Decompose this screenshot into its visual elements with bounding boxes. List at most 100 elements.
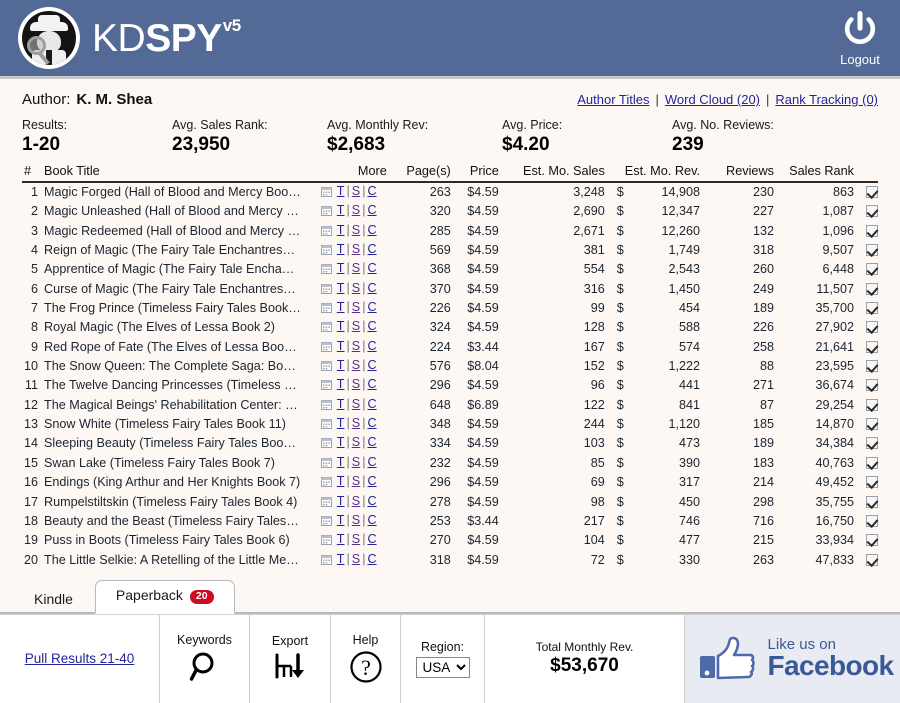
row-more-actions[interactable]: T | S | C <box>317 318 393 337</box>
help-button[interactable]: Help ? <box>331 614 401 703</box>
row-book-title[interactable]: Royal Magic (The Elves of Lessa Book 2) <box>44 320 275 335</box>
row-link-t[interactable]: T <box>336 396 345 411</box>
row-checkbox[interactable] <box>866 553 878 566</box>
row-checkbox[interactable] <box>866 224 878 237</box>
table-row[interactable]: 1 Magic Forged (Hall of Blood and Mercy B… <box>22 182 878 202</box>
row-link-t[interactable]: T <box>336 416 345 431</box>
row-link-c[interactable]: C <box>367 416 377 431</box>
col-header-price[interactable]: Price <box>450 162 499 183</box>
row-checkbox[interactable] <box>866 282 878 295</box>
col-header-reviews[interactable]: Reviews <box>700 162 774 183</box>
row-checkbox[interactable] <box>866 340 878 353</box>
row-book-title[interactable]: Puss in Boots (Timeless Fairy Tales Book… <box>44 533 290 548</box>
row-checkbox[interactable] <box>866 534 878 547</box>
row-link-t[interactable]: T <box>336 280 345 295</box>
row-checkbox[interactable] <box>866 418 878 431</box>
row-checkbox-cell[interactable] <box>854 299 878 318</box>
row-link-c[interactable]: C <box>367 454 377 469</box>
row-link-c[interactable]: C <box>367 280 377 295</box>
row-link-t[interactable]: T <box>336 203 345 218</box>
row-checkbox[interactable] <box>866 360 878 373</box>
row-checkbox-cell[interactable] <box>854 434 878 453</box>
table-row[interactable]: 11 The Twelve Dancing Princesses (Timeles… <box>22 376 878 395</box>
row-checkbox[interactable] <box>866 186 878 198</box>
table-row[interactable]: 12 The Magical Beings' Rehabilitation Cen… <box>22 396 878 415</box>
col-header-sales[interactable]: Est. Mo. Sales <box>498 162 605 183</box>
row-link-t[interactable]: T <box>336 377 345 392</box>
table-row[interactable]: 8 Royal Magic (The Elves of Lessa Book 2)… <box>22 318 878 337</box>
row-link-t[interactable]: T <box>336 300 345 315</box>
row-link-c[interactable]: C <box>367 242 377 257</box>
row-checkbox-cell[interactable] <box>854 396 878 415</box>
calendar-icon[interactable] <box>320 398 332 415</box>
row-checkbox[interactable] <box>866 263 878 276</box>
row-link-c[interactable]: C <box>367 261 377 276</box>
row-link-s[interactable]: S <box>351 454 361 469</box>
row-more-actions[interactable]: T | S | C <box>317 338 393 357</box>
row-link-s[interactable]: S <box>351 242 361 257</box>
row-checkbox-cell[interactable] <box>854 318 878 337</box>
row-link-c[interactable]: C <box>367 474 377 489</box>
row-more-actions[interactable]: T | S | C <box>317 493 393 512</box>
row-link-c[interactable]: C <box>367 396 377 411</box>
row-link-s[interactable]: S <box>351 184 361 198</box>
row-link-s[interactable]: S <box>351 358 361 373</box>
row-link-c[interactable]: C <box>367 493 377 508</box>
row-checkbox-cell[interactable] <box>854 280 878 299</box>
row-checkbox-cell[interactable] <box>854 357 878 376</box>
row-checkbox-cell[interactable] <box>854 260 878 279</box>
calendar-icon[interactable] <box>320 301 332 318</box>
row-more-actions[interactable]: T | S | C <box>317 454 393 473</box>
row-checkbox-cell[interactable] <box>854 376 878 395</box>
calendar-icon[interactable] <box>320 243 332 260</box>
row-link-c[interactable]: C <box>367 435 377 450</box>
row-checkbox-cell[interactable] <box>854 338 878 357</box>
tab-paperback[interactable]: Paperback 20 <box>94 580 235 614</box>
row-more-actions[interactable]: T | S | C <box>317 222 393 241</box>
calendar-icon[interactable] <box>320 282 332 299</box>
row-checkbox[interactable] <box>866 437 878 450</box>
calendar-icon[interactable] <box>320 359 332 376</box>
row-link-c[interactable]: C <box>367 532 377 547</box>
row-checkbox-cell[interactable] <box>854 222 878 241</box>
row-link-s[interactable]: S <box>351 377 361 392</box>
row-checkbox[interactable] <box>866 379 878 392</box>
row-checkbox[interactable] <box>866 244 878 257</box>
row-more-actions[interactable]: T | S | C <box>317 182 393 202</box>
table-row[interactable]: 4 Reign of Magic (The Fairy Tale Enchantr… <box>22 241 878 260</box>
col-header-num[interactable]: # <box>22 162 44 183</box>
row-link-s[interactable]: S <box>351 203 361 218</box>
row-more-actions[interactable]: T | S | C <box>317 376 393 395</box>
row-link-t[interactable]: T <box>336 512 345 527</box>
table-row[interactable]: 16 Endings (King Arthur and Her Knights B… <box>22 473 878 492</box>
table-row[interactable]: 9 Red Rope of Fate (The Elves of Lessa Bo… <box>22 338 878 357</box>
row-more-actions[interactable]: T | S | C <box>317 473 393 492</box>
row-more-actions[interactable]: T | S | C <box>317 512 393 531</box>
table-row[interactable]: 17 Rumpelstiltskin (Timeless Fairy Tales … <box>22 493 878 512</box>
calendar-icon[interactable] <box>320 224 332 241</box>
calendar-icon[interactable] <box>320 533 332 550</box>
calendar-icon[interactable] <box>320 185 332 202</box>
calendar-icon[interactable] <box>320 553 332 570</box>
row-book-title[interactable]: Swan Lake (Timeless Fairy Tales Book 7) <box>44 455 275 470</box>
tab-kindle[interactable]: Kindle <box>12 585 95 614</box>
row-checkbox[interactable] <box>866 514 878 527</box>
row-link-t[interactable]: T <box>336 493 345 508</box>
row-checkbox-cell[interactable] <box>854 454 878 473</box>
row-link-t[interactable]: T <box>336 358 345 373</box>
row-link-c[interactable]: C <box>367 319 377 334</box>
row-book-title[interactable]: Beauty and the Beast (Timeless Fairy Tal… <box>44 513 299 528</box>
row-link-s[interactable]: S <box>351 396 361 411</box>
row-link-t[interactable]: T <box>336 184 345 198</box>
table-row[interactable]: 2 Magic Unleashed (Hall of Blood and Merc… <box>22 202 878 221</box>
row-link-s[interactable]: S <box>351 474 361 489</box>
row-checkbox-cell[interactable] <box>854 512 878 531</box>
row-link-t[interactable]: T <box>336 474 345 489</box>
table-row[interactable]: 18 Beauty and the Beast (Timeless Fairy T… <box>22 512 878 531</box>
row-checkbox[interactable] <box>866 456 878 469</box>
row-link-t[interactable]: T <box>336 261 345 276</box>
word-cloud-link[interactable]: Word Cloud (20) <box>664 92 761 107</box>
row-checkbox[interactable] <box>866 205 878 218</box>
row-link-s[interactable]: S <box>351 512 361 527</box>
row-more-actions[interactable]: T | S | C <box>317 434 393 453</box>
